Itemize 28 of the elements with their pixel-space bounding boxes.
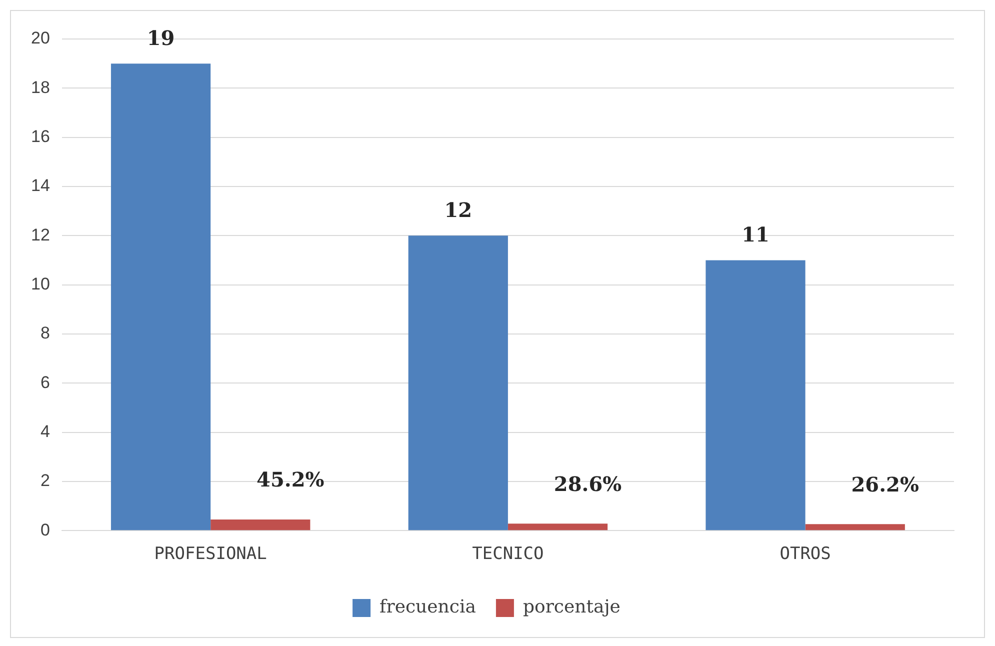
x-tick-label: TECNICO	[472, 544, 544, 564]
data-label: 28.6%	[554, 472, 622, 496]
y-tick-label: 18	[30, 78, 50, 97]
data-label: 45.2%	[256, 468, 324, 492]
bar	[110, 64, 211, 530]
bar	[508, 524, 608, 530]
y-tick-label: 14	[30, 176, 50, 196]
y-tick-label: 2	[40, 471, 50, 490]
y-tick-label: 4	[40, 422, 50, 441]
y-tick-label: 20	[30, 28, 50, 48]
bar	[706, 260, 806, 530]
data-label: 26.2%	[851, 472, 919, 496]
bar	[210, 519, 310, 530]
y-tick-label: 12	[30, 225, 50, 244]
legend-label: porcentaje	[522, 596, 620, 618]
data-label: 19	[146, 26, 175, 50]
x-tick-label: PROFESIONAL	[154, 544, 267, 564]
y-tick-label: 8	[40, 324, 50, 343]
bar	[805, 524, 905, 530]
y-tick-label: 10	[30, 274, 50, 294]
data-label: 12	[444, 198, 472, 222]
y-tick-label: 6	[40, 372, 50, 392]
bar	[408, 236, 508, 530]
y-tick-label: 0	[40, 520, 50, 540]
legend-label: frecuencia	[380, 596, 476, 618]
data-label: 11	[742, 222, 770, 246]
y-tick-label: 16	[30, 127, 50, 146]
x-tick-label: OTROS	[780, 544, 831, 564]
